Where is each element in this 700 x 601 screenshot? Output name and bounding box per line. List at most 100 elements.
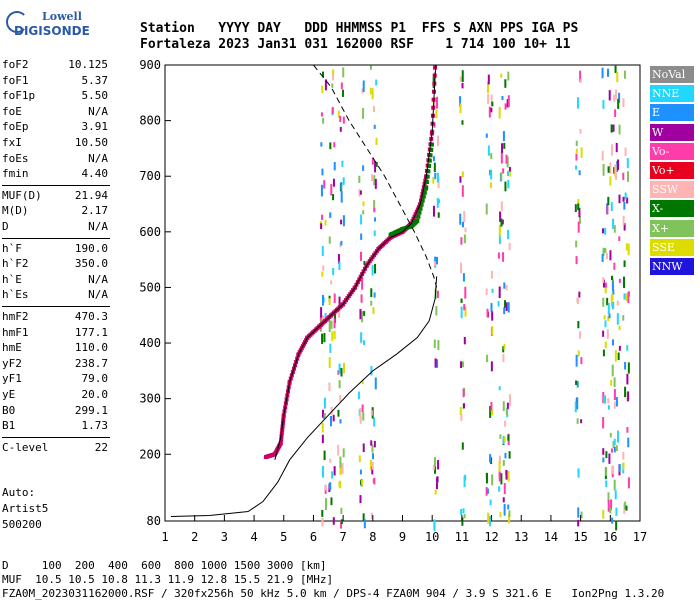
echo-trace-point	[424, 180, 429, 185]
x-tick-label: 14	[544, 530, 558, 544]
echo-column-dot	[611, 294, 614, 301]
echo-column-dot	[321, 510, 324, 517]
echo-column-dot	[610, 379, 613, 386]
echo-column-dot	[504, 420, 507, 427]
echo-column-dot	[369, 65, 372, 70]
param-row: h`F2 350.0	[2, 257, 108, 273]
param-name: fmin	[2, 167, 29, 181]
echo-column-dot	[615, 445, 618, 452]
echo-column-dot	[603, 315, 606, 320]
echo-column-dot	[612, 218, 615, 229]
echo-column-dot	[624, 192, 627, 200]
echo-trace-point	[415, 218, 420, 223]
echo-column-dot	[329, 142, 332, 150]
echo-column-dot	[342, 215, 345, 227]
echo-column-dot	[611, 302, 614, 310]
param-name: C-level	[2, 440, 49, 454]
echo-column-dot	[485, 472, 488, 484]
echo-column-dot	[374, 217, 377, 222]
echo-column-dot	[580, 511, 583, 519]
echo-column-dot	[490, 107, 493, 113]
echo-column-dot	[618, 325, 621, 331]
param-row: hmF1 177.1	[2, 326, 108, 342]
echo-column-dot	[337, 254, 340, 264]
echo-column-dot	[459, 76, 462, 82]
echo-column-dot	[437, 212, 440, 218]
echo-column-dot	[618, 278, 621, 283]
echo-column-dot	[339, 456, 342, 468]
echo-column-dot	[604, 248, 607, 253]
echo-column-dot	[506, 402, 509, 410]
param-row: B0 299.1	[2, 404, 108, 420]
echo-column-dot	[610, 295, 613, 307]
echo-trace-point	[429, 147, 434, 152]
echo-column-dot	[487, 93, 490, 104]
x-tick-label: 7	[340, 530, 347, 544]
param-name: fxI	[2, 136, 22, 149]
x-tick-label: 16	[603, 530, 617, 544]
echo-column-dot	[577, 519, 580, 527]
param-name: hmE	[2, 341, 22, 355]
echo-column-dot	[507, 179, 510, 189]
echo-column-dot	[459, 213, 462, 225]
echo-column-dot	[577, 321, 580, 329]
echo-column-dot	[485, 487, 488, 496]
echo-column-dot	[490, 270, 493, 279]
param-value: 3.91	[81, 120, 109, 134]
echo-column-dot	[610, 124, 613, 133]
echo-column-dot	[605, 480, 608, 488]
echo-column-dot	[485, 203, 488, 215]
echo-column-dot	[497, 301, 500, 307]
param-name: D	[2, 220, 9, 233]
param-name: yF2	[2, 356, 22, 370]
footer-muf: MUF 10.5 10.5 10.8 11.3 11.9 12.8 15.5 2…	[2, 573, 334, 586]
echo-column-dot	[332, 267, 335, 276]
echo-column-dot	[331, 331, 334, 342]
echo-column-dot	[625, 505, 628, 511]
y-tick-label: 500	[139, 280, 161, 294]
echo-column-dot	[462, 273, 465, 282]
echo-column-dot	[490, 182, 493, 189]
echo-column-dot	[342, 448, 345, 458]
echo-column-dot	[507, 71, 510, 81]
echo-column-dot	[606, 329, 609, 339]
echo-column-dot	[502, 401, 505, 411]
echo-column-dot	[436, 172, 439, 183]
echo-column-dot	[576, 97, 579, 109]
echo-column-dot	[613, 438, 616, 446]
echo-column-dot	[504, 452, 507, 459]
echo-column-dot	[497, 252, 500, 259]
echo-column-dot	[615, 142, 618, 153]
echo-column-dot	[602, 247, 605, 257]
echo-column-dot	[627, 437, 630, 448]
echo-column-dot	[614, 109, 617, 117]
echo-column-dot	[606, 252, 609, 260]
echo-column-dot	[622, 315, 625, 321]
param-value: N/A	[88, 104, 108, 118]
echo-column-dot	[489, 405, 492, 418]
param-value: N/A	[88, 288, 108, 302]
echo-column-dot	[489, 454, 492, 463]
echo-column-dot	[607, 492, 610, 503]
echo-column-dot	[333, 161, 336, 171]
echo-column-dot	[602, 448, 605, 455]
echo-column-dot	[334, 311, 337, 324]
echo-column-dot	[623, 260, 626, 267]
echo-column-dot	[623, 223, 626, 231]
echo-column-dot	[625, 243, 628, 251]
echo-column-dot	[502, 131, 505, 142]
echo-column-dot	[370, 440, 373, 446]
echo-column-dot	[363, 519, 366, 529]
echo-column-dot	[609, 162, 612, 174]
echo-column-dot	[576, 381, 579, 388]
echo-column-dot	[371, 453, 374, 460]
echo-column-dot	[491, 311, 494, 321]
param-row: hmE 110.0	[2, 341, 108, 357]
echo-column-dot	[340, 240, 343, 246]
echo-column-dot	[331, 83, 334, 88]
echo-column-dot	[624, 501, 627, 510]
echo-column-dot	[617, 430, 620, 443]
echo-column-dot	[341, 160, 344, 167]
echo-column-dot	[461, 82, 464, 89]
